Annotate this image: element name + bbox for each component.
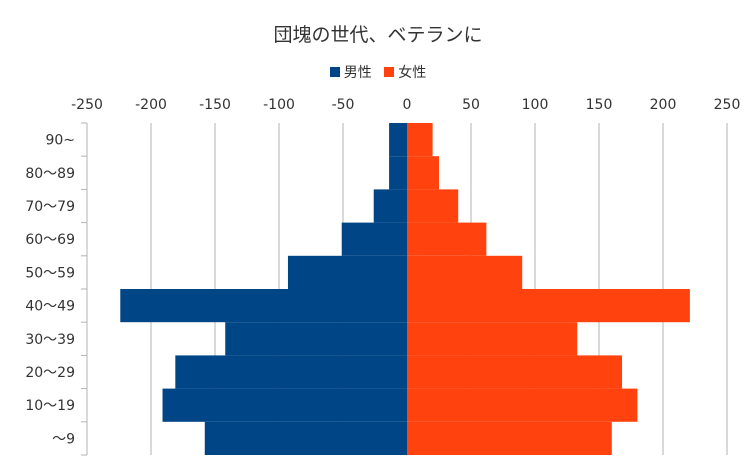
legend-swatch-male	[329, 67, 340, 77]
bar-male-2	[373, 189, 407, 223]
bar-male-9	[204, 421, 407, 455]
x-tick-label-1: -200	[135, 97, 167, 113]
bar-female-9	[407, 421, 612, 455]
bar-female-5	[407, 289, 690, 323]
bar-female-0	[407, 123, 433, 157]
y-category-label-2: 70～79	[25, 199, 75, 215]
bar-female-8	[407, 388, 638, 422]
legend-item-male: 男性	[329, 62, 372, 82]
x-tick-label-5: 0	[403, 97, 412, 113]
y-category-label-4: 50～59	[25, 265, 75, 281]
bar-male-7	[175, 355, 407, 389]
bar-female-2	[407, 189, 459, 223]
bar-female-7	[407, 355, 623, 389]
legend-item-female: 女性	[384, 62, 426, 82]
y-category-label-6: 30～39	[25, 332, 75, 348]
x-tick-label-7: 100	[522, 97, 549, 113]
x-tick-label-8: 150	[586, 97, 613, 113]
bar-male-4	[287, 255, 407, 289]
legend-label-male: 男性	[343, 65, 372, 81]
y-category-label-0: 90~	[45, 133, 75, 149]
bar-male-6	[225, 322, 407, 356]
y-category-label-8: 10～19	[25, 398, 75, 414]
y-category-label-7: 20～29	[25, 365, 75, 381]
x-tick-label-6: 50	[462, 97, 480, 113]
legend-label-female: 女性	[398, 65, 427, 81]
bar-male-0	[389, 123, 407, 157]
y-category-label-1: 80～89	[25, 166, 75, 182]
bar-male-3	[341, 222, 407, 256]
y-category-label-3: 60～69	[25, 232, 75, 248]
x-tick-label-2: -150	[199, 97, 231, 113]
bar-male-8	[162, 388, 407, 422]
bar-male-1	[389, 156, 407, 190]
legend: 男性 女性	[0, 62, 756, 82]
y-category-label-5: 40～49	[25, 299, 75, 315]
chart-title: 団塊の世代、ベテランに	[273, 24, 483, 46]
x-tick-label-3: -100	[263, 97, 295, 113]
x-tick-label-10: 250	[714, 97, 741, 113]
bar-female-1	[407, 156, 439, 190]
x-tick-label-9: 200	[650, 97, 677, 113]
legend-swatch-female	[384, 67, 395, 77]
y-category-label-9: ～9	[52, 431, 75, 447]
bar-female-6	[407, 322, 578, 356]
x-tick-label-0: -250	[71, 97, 103, 113]
bar-female-3	[407, 222, 487, 256]
x-tick-label-4: -50	[332, 97, 355, 113]
bar-female-4	[407, 255, 523, 289]
bar-male-5	[120, 289, 407, 323]
